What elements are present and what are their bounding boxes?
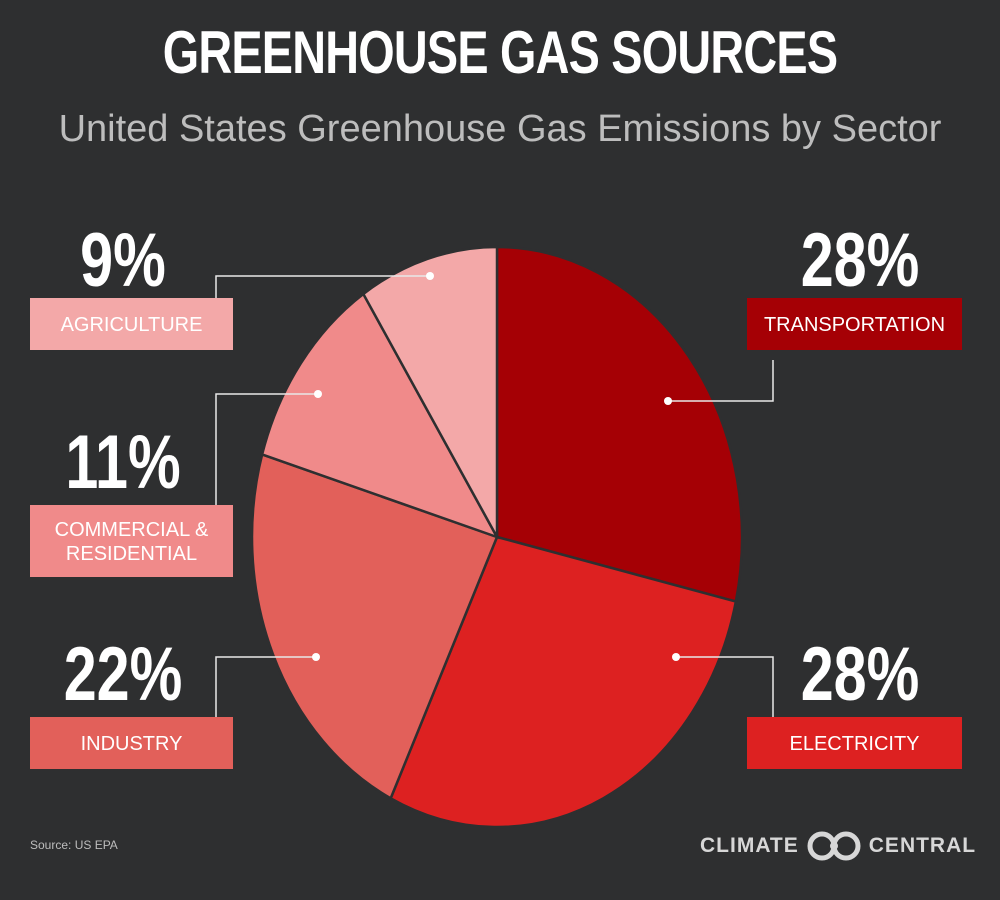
label-box-industry [30, 717, 233, 769]
label-box-electricity [747, 717, 962, 769]
pie-slice-electricity [389, 535, 738, 829]
leader-dot-electricity [672, 653, 680, 661]
label-box-agriculture [30, 298, 233, 350]
value-label-electricity: 28% [801, 632, 920, 717]
pie-slice-transportation [495, 245, 744, 604]
leader-line-transportation [668, 360, 774, 402]
slice-label-agriculture: AGRICULTURE [61, 314, 203, 336]
pie-slice-industry [250, 452, 499, 801]
value-label-commercial-residential: 11% [65, 420, 180, 505]
leader-dot-transportation [664, 397, 672, 405]
leader-line-agriculture [215, 275, 430, 298]
value-label-industry: 22% [64, 632, 183, 717]
pie-slice-agriculture [361, 245, 499, 538]
value-label-group-electricity: 28% [801, 632, 920, 717]
chart-subtitle: United States Greenhouse Gas Emissions b… [58, 108, 942, 150]
chart-title: GREENHOUSE GAS SOURCES [162, 19, 838, 86]
value-label-group-agriculture: 9% [80, 218, 166, 303]
leader-line-commercial-residential [215, 393, 318, 505]
slice-label-electricity: ELECTRICITY [789, 733, 919, 755]
slice-label-commercial-residential-line-1: COMMERCIAL & [55, 519, 209, 541]
slice-label-industry: INDUSTRY [81, 733, 183, 755]
label-box-transportation [747, 298, 962, 350]
slice-label-transportation: TRANSPORTATION [764, 314, 945, 336]
source-note: Source: US EPA [30, 838, 118, 852]
leader-line-industry [215, 656, 316, 717]
leader-dot-agriculture [426, 272, 434, 280]
leader-dot-commercial-residential [314, 390, 322, 398]
value-label-group-industry: 22% [64, 632, 183, 717]
logo-text-right: CENTRAL [868, 834, 977, 857]
pie-slice-commercial-residential [260, 292, 500, 540]
leader-dot-industry [312, 653, 320, 661]
value-label-transportation: 28% [801, 218, 920, 303]
label-box-commercial-residential [30, 505, 233, 577]
value-label-agriculture: 9% [80, 218, 166, 303]
value-label-group-commercial-residential: 11% [65, 420, 180, 505]
logo-rings-icon [807, 831, 861, 861]
value-label-group-transportation: 28% [801, 218, 920, 303]
logo-text-left: CLIMATE [700, 834, 799, 857]
slice-label-commercial-residential-line-2: RESIDENTIAL [66, 543, 197, 565]
leader-line-electricity [676, 656, 774, 717]
climate-central-logo: CLIMATE CENTRAL [700, 826, 976, 866]
